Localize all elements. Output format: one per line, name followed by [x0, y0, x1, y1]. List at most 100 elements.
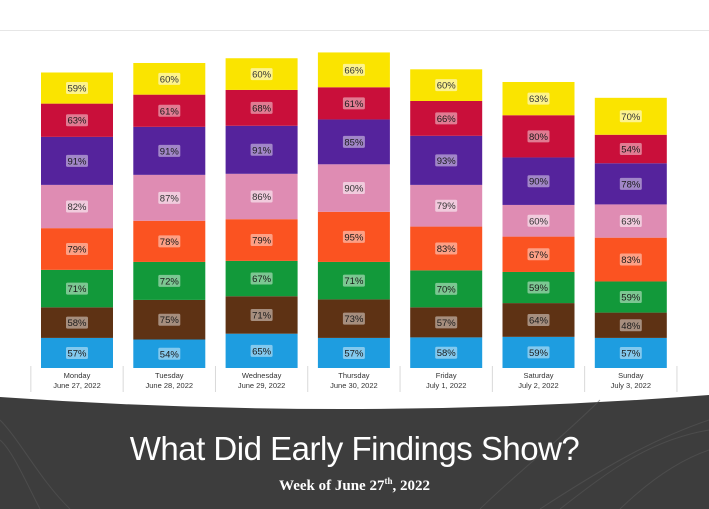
data-label: 59%	[621, 293, 641, 304]
segment-green-sunday	[594, 281, 667, 313]
top-divider	[0, 30, 709, 31]
segment-red-tuesday	[133, 94, 206, 127]
data-label: 66%	[344, 65, 364, 76]
data-label-bg	[158, 104, 181, 117]
data-label-bg	[435, 112, 458, 125]
data-label: 65%	[252, 346, 272, 357]
data-label: 66%	[437, 114, 457, 125]
segment-red-friday	[410, 100, 483, 136]
segment-brown-monday	[41, 307, 113, 338]
segment-blue-thursday	[317, 337, 390, 368]
segment-purple-sunday	[594, 163, 667, 205]
data-label: 85%	[344, 137, 364, 148]
data-label-bg	[435, 79, 458, 92]
segment-red-thursday	[317, 87, 390, 120]
data-label: 54%	[621, 145, 641, 156]
segment-orange-saturday	[502, 236, 575, 272]
data-label: 90%	[344, 184, 364, 195]
data-label: 63%	[529, 94, 549, 105]
bar-monday: 57% 58% 71% 79% 82% 91% 63% 59%	[41, 72, 113, 368]
data-label-bg	[66, 243, 88, 255]
data-label-bg	[527, 92, 550, 105]
segment-orange-thursday	[317, 211, 390, 262]
data-label: 71%	[252, 310, 272, 321]
data-label-bg	[342, 135, 365, 148]
data-label: 91%	[160, 146, 180, 157]
data-label: 60%	[437, 81, 457, 92]
x-tick-date: July 3, 2022	[611, 381, 651, 390]
data-label-bg	[435, 242, 458, 255]
slide-subtitle: Week of June 27th, 2022	[0, 476, 709, 495]
data-label-bg	[250, 143, 273, 156]
data-label-bg	[158, 144, 181, 157]
data-label-bg	[527, 130, 550, 143]
x-tick-date: June 30, 2022	[330, 381, 378, 390]
data-label-bg	[250, 101, 273, 114]
data-label: 71%	[67, 284, 87, 295]
segment-green-tuesday	[133, 261, 206, 300]
bar-thursday: 57% 73% 71% 95% 90% 85% 61% 66%	[317, 52, 390, 368]
data-label-bg	[158, 72, 181, 85]
data-label-bg	[66, 282, 88, 295]
data-label: 73%	[344, 314, 364, 325]
data-label: 91%	[67, 156, 87, 167]
data-label-bg	[527, 313, 550, 326]
segment-blue-monday	[41, 337, 113, 368]
x-tick-day: Tuesday	[155, 371, 184, 380]
segment-purple-thursday	[317, 119, 390, 165]
segment-green-monday	[41, 269, 113, 308]
subtitle-prefix: Week of June 27	[279, 478, 385, 494]
data-label: 83%	[621, 255, 641, 266]
data-label: 72%	[160, 276, 180, 287]
data-label-bg	[527, 214, 550, 227]
segment-brown-sunday	[594, 312, 667, 338]
x-tick-date: June 29, 2022	[238, 381, 286, 390]
data-label-bg	[435, 316, 458, 329]
data-label-bg	[250, 68, 273, 81]
segment-blue-tuesday	[133, 339, 206, 368]
segment-brown-friday	[410, 307, 483, 338]
bar-sunday: 57% 48% 59% 83% 63% 78% 54% 70%	[594, 97, 667, 368]
x-tick-day: Friday	[436, 371, 457, 380]
segment-orange-friday	[410, 226, 483, 271]
data-label-bg	[342, 230, 365, 243]
segment-red-wednesday	[225, 89, 298, 126]
data-label: 67%	[252, 274, 272, 285]
data-label: 57%	[621, 348, 641, 359]
data-label-bg	[342, 274, 365, 287]
data-label-bg	[158, 191, 181, 204]
bar-wednesday: 65% 71% 67% 79% 86% 91% 68% 60%	[225, 58, 298, 368]
data-label-bg	[250, 272, 273, 285]
data-label: 58%	[437, 348, 457, 359]
data-label: 61%	[344, 99, 364, 110]
data-label: 57%	[67, 348, 87, 359]
data-label-bg	[527, 175, 550, 188]
data-label-bg	[66, 154, 88, 167]
data-label: 80%	[529, 132, 549, 143]
data-label: 79%	[437, 201, 457, 212]
data-label: 93%	[437, 156, 457, 167]
bar-friday: 58% 57% 70% 83% 79% 93% 66% 60%	[410, 69, 483, 368]
x-tick-day: Saturday	[523, 371, 553, 380]
data-label-bg	[342, 63, 365, 76]
data-label: 63%	[621, 217, 641, 228]
data-label-bg	[619, 143, 642, 155]
data-label: 78%	[621, 179, 641, 190]
segment-red-saturday	[502, 115, 575, 158]
segment-purple-wednesday	[225, 125, 298, 174]
segment-green-friday	[410, 270, 483, 308]
data-label-bg	[619, 110, 642, 123]
data-label: 79%	[252, 236, 272, 247]
data-label-bg	[66, 346, 88, 359]
data-label-bg	[619, 177, 642, 190]
data-label: 75%	[160, 315, 180, 326]
x-tick-day: Monday	[64, 371, 91, 380]
segment-red-sunday	[594, 134, 667, 164]
data-label-bg	[250, 190, 273, 203]
data-label-bg	[435, 199, 458, 212]
data-label-bg	[158, 274, 181, 287]
bar-tuesday: 54% 75% 72% 78% 87% 91% 61% 60%	[133, 62, 206, 368]
data-label: 87%	[160, 193, 180, 204]
data-label: 64%	[529, 315, 549, 326]
